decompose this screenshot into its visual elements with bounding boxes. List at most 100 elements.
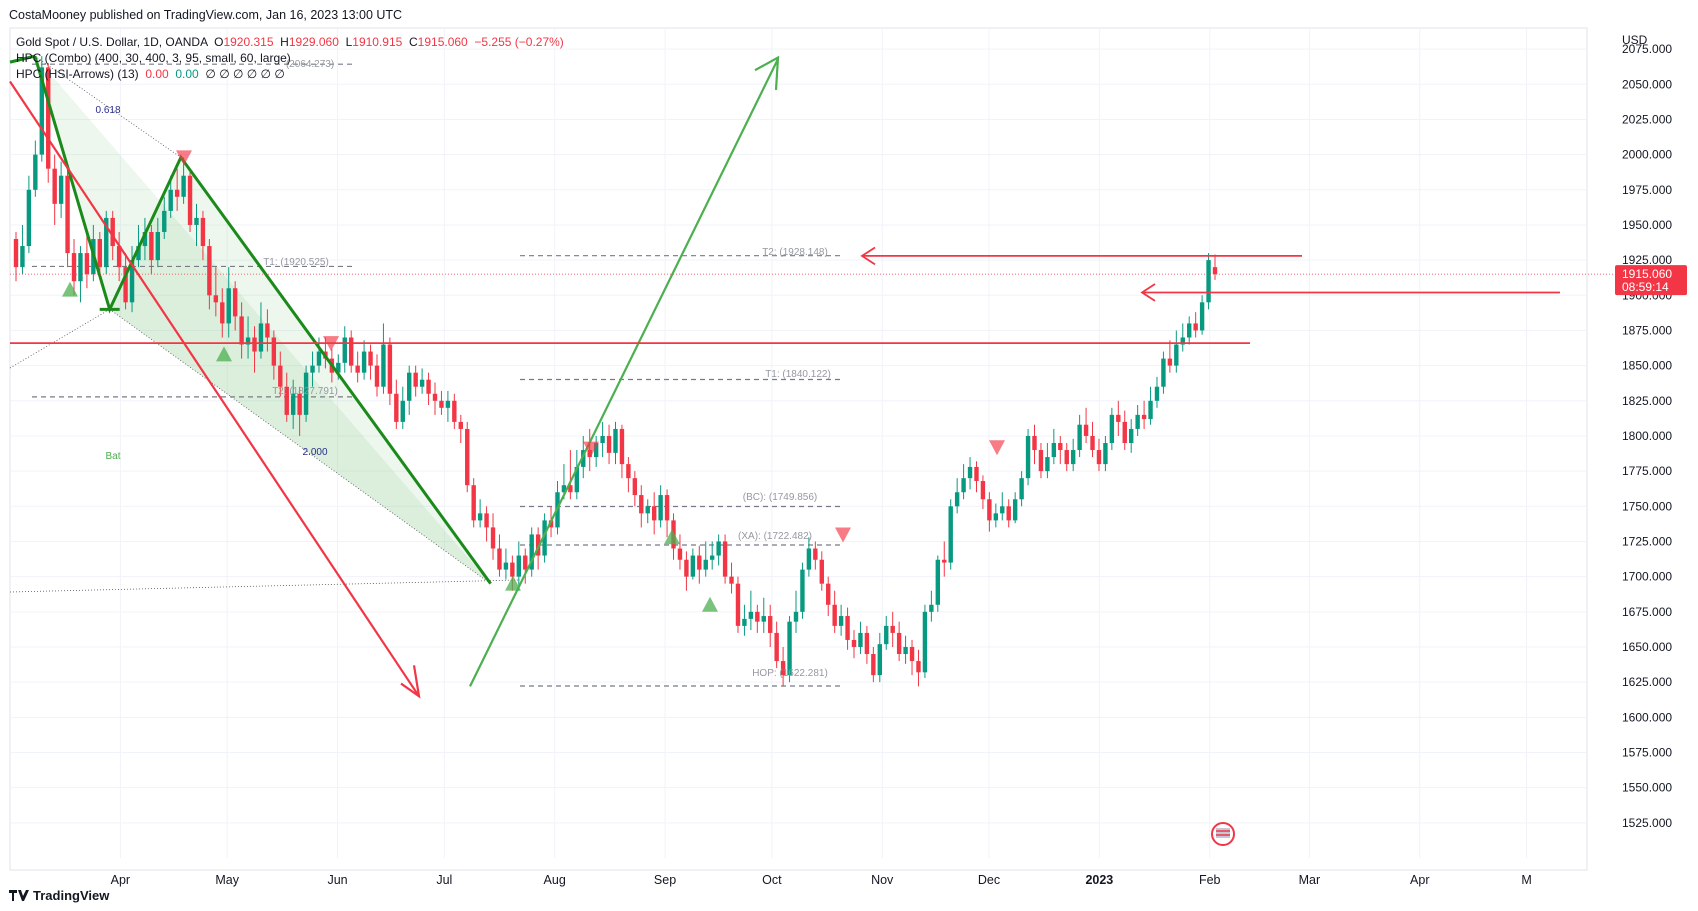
x-tick-label: Apr [111, 873, 130, 887]
candle-body [619, 428, 625, 465]
candle-body [1148, 400, 1153, 420]
x-tick-label: Apr [1410, 873, 1429, 887]
candle-body [374, 365, 380, 387]
candle-body [1180, 337, 1185, 345]
bat-leg-in [9, 54, 36, 64]
candle-body [232, 288, 238, 317]
candle-body [651, 506, 657, 521]
open-label: O [214, 35, 224, 49]
candle-body [1025, 435, 1031, 479]
candle-body [342, 337, 347, 363]
indicator-arrows[interactable]: HPC (HSI-Arrows) (13) 0.00 0.00 ∅ ∅ ∅ ∅ … [16, 66, 564, 82]
candle-body [258, 323, 264, 352]
y-tick-label: 1625.000 [1622, 675, 1672, 689]
candle-body [819, 559, 824, 584]
candle-body [220, 302, 225, 324]
candle-body [535, 534, 541, 556]
candle-body [561, 485, 567, 493]
indicator-arrows-value2: 0.00 [175, 67, 199, 81]
candle-body [245, 337, 251, 345]
red-target-arrowhead-1 [860, 246, 876, 266]
candle-body [1045, 457, 1050, 472]
open-value: 1920.315 [223, 35, 274, 49]
publish-header: CostaMooney published on TradingView.com… [9, 8, 403, 22]
y-tick-label: 1925.000 [1622, 253, 1672, 267]
countdown-value: 08:59:14 [1622, 280, 1669, 294]
candle-body [432, 393, 438, 401]
candle-body [884, 625, 889, 645]
candle-body [626, 464, 631, 479]
candle-body [639, 495, 644, 514]
price-axis[interactable]: 2075.000 2050.000 2025.000 2000.000 1975.000… [1615, 33, 1687, 830]
candle-body [187, 175, 193, 225]
time-axis[interactable]: Apr May Jun Jul Aug Sep Oct Nov Dec 2023 Feb Mar Apr… [10, 869, 1587, 887]
buy-signal-icon [62, 281, 78, 297]
green-up-arrow-head [754, 55, 780, 90]
candle-body [690, 555, 696, 577]
legend: Gold Spot / U.S. Dollar, 1D, OANDA O1920… [16, 34, 564, 82]
candle-body [387, 344, 393, 394]
candle-body [361, 351, 367, 373]
candle-body [407, 372, 412, 401]
indicator-combo[interactable]: HPC (Combo) (400, 30, 400, 3, 95, small,… [16, 51, 291, 65]
candle-body [516, 555, 522, 577]
buy-signal-icon [216, 346, 232, 362]
candle-body [503, 562, 509, 570]
candle-body [162, 210, 167, 232]
candle-body [722, 541, 728, 577]
candle-body [871, 654, 876, 676]
candle-body [355, 365, 360, 373]
candle-body [664, 495, 670, 521]
currency-label: USD [1622, 33, 1648, 47]
candle-body [1109, 414, 1115, 443]
candle-body [684, 559, 689, 577]
candle-body [645, 506, 650, 514]
tradingview-footer[interactable]: TradingView [9, 888, 109, 903]
candle-body [110, 217, 115, 247]
candle-body [200, 217, 206, 247]
candle-body [310, 365, 315, 373]
y-tick-label: 1675.000 [1622, 605, 1672, 619]
candle-body [581, 450, 586, 467]
candle-body [961, 478, 966, 493]
candle-body [484, 513, 489, 528]
candle-body [465, 428, 470, 486]
candle-body [929, 604, 934, 612]
candle-body [316, 351, 322, 366]
x-tick-label: Jul [436, 873, 452, 887]
y-tick-label: 1650.000 [1622, 640, 1672, 654]
candle-body [278, 365, 283, 387]
y-tick-label: 1825.000 [1622, 394, 1672, 408]
candle-body [1141, 414, 1147, 420]
y-tick-label: 1750.000 [1622, 499, 1672, 513]
y-tick-label: 1775.000 [1622, 464, 1672, 478]
candle-body [1193, 323, 1198, 331]
candle-body [916, 661, 921, 673]
candle-body [703, 559, 708, 570]
candle-body [297, 393, 302, 415]
y-tick-label: 1800.000 [1622, 429, 1672, 443]
candle-body [78, 253, 83, 282]
candle-body [980, 480, 986, 500]
candle-body [1161, 358, 1166, 387]
candle-body [33, 154, 38, 190]
label-top-level: (2064.273) [286, 59, 334, 70]
candle-body [394, 393, 399, 422]
candle-body [993, 513, 999, 521]
candle-body [967, 466, 973, 479]
candle-body [1122, 421, 1127, 443]
candle-body [858, 632, 863, 647]
candle-body [349, 337, 354, 366]
candle-body [116, 246, 122, 268]
candle-body [1070, 450, 1076, 465]
candle-body [832, 604, 837, 626]
symbol-name[interactable]: Gold Spot / U.S. Dollar, 1D, OANDA [16, 35, 208, 49]
candle-body [838, 616, 844, 626]
x-tick-label: Dec [978, 873, 1000, 887]
label-ratio-2000: 2.000 [302, 447, 327, 458]
candle-body [1064, 450, 1069, 465]
indicator-arrows-empty: ∅ ∅ ∅ ∅ ∅ ∅ [205, 67, 285, 81]
candle-body [174, 189, 180, 197]
candle-body [658, 495, 663, 521]
